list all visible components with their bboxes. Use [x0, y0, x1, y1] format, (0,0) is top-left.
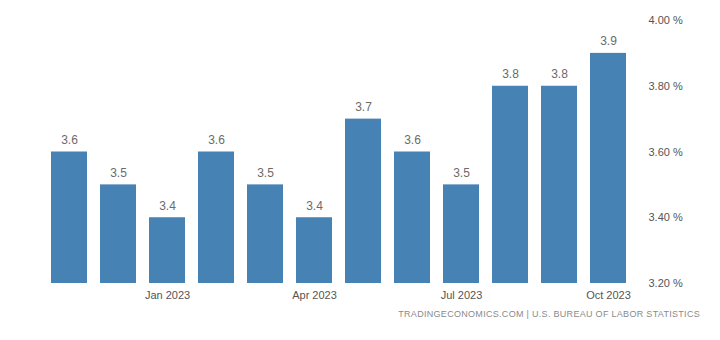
svg-text:Jul 2023: Jul 2023: [441, 289, 483, 301]
svg-text:Jan 2023: Jan 2023: [145, 289, 190, 301]
svg-text:3.6: 3.6: [404, 133, 421, 147]
svg-text:4.00 %: 4.00 %: [649, 14, 683, 26]
svg-text:3.60 %: 3.60 %: [649, 146, 683, 158]
svg-text:3.6: 3.6: [61, 133, 78, 147]
svg-text:Oct 2023: Oct 2023: [586, 289, 631, 301]
svg-text:3.8: 3.8: [551, 67, 568, 81]
svg-text:3.4: 3.4: [159, 199, 176, 213]
html-text:TRADINGECONOMICS.COM | U.S. BU: TRADINGECONOMICS.COM | U.S. BUREAU OF LA…: [398, 309, 700, 319]
svg-text:3.40 %: 3.40 %: [649, 211, 683, 223]
svg-text:3.4: 3.4: [306, 199, 323, 213]
svg-text:3.5: 3.5: [453, 166, 470, 180]
svg-text:3.20 %: 3.20 %: [649, 277, 683, 289]
svg-text:3.80 %: 3.80 %: [649, 80, 683, 92]
svg-text:Apr 2023: Apr 2023: [292, 289, 337, 301]
svg-text:3.8: 3.8: [502, 67, 519, 81]
svg-text:3.5: 3.5: [257, 166, 274, 180]
svg-text:3.7: 3.7: [355, 100, 372, 114]
svg-text:3.6: 3.6: [208, 133, 225, 147]
svg-text:3.5: 3.5: [110, 166, 127, 180]
svg-text:3.9: 3.9: [600, 34, 617, 48]
